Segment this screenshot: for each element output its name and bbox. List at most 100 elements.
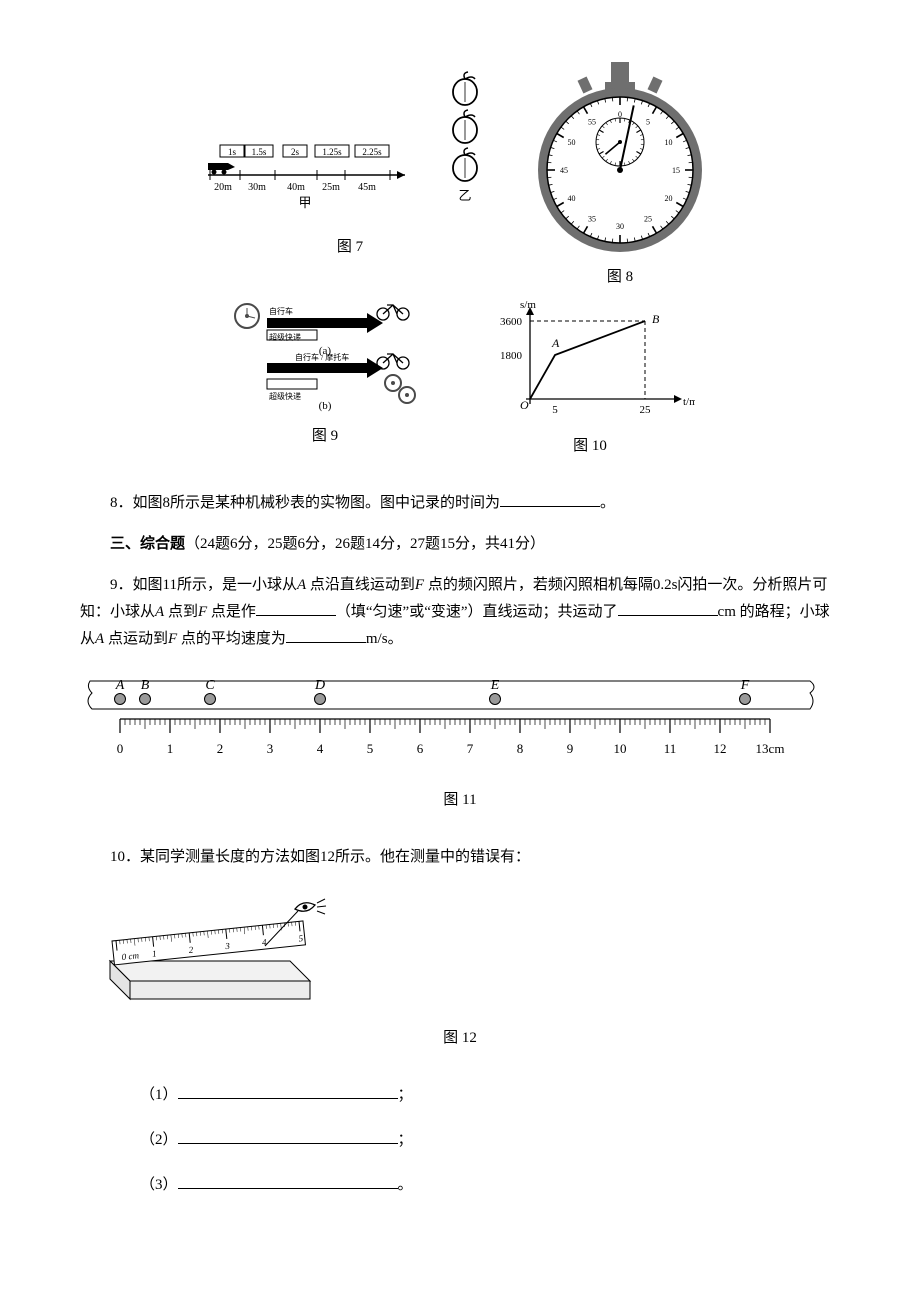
- q9-A1: A: [297, 577, 306, 593]
- question-9: 9．如图11所示，是一小球从A 点沿直线运动到F 点的频闪照片，若频闪照相机每隔…: [80, 572, 840, 653]
- fig7-d5: 45m: [358, 182, 376, 193]
- fig7-left-label: 甲: [298, 195, 311, 210]
- q9-A2: A: [155, 604, 164, 620]
- figure-8: 0510152025303540455055 图 8: [525, 60, 715, 291]
- fig7-d2: 30m: [248, 182, 266, 193]
- fig7-d3: 40m: [287, 182, 305, 193]
- fig10-y2: 3600: [500, 316, 523, 328]
- fig7-d4: 25m: [322, 182, 340, 193]
- q9-m4: 点是作: [207, 604, 256, 620]
- fig9-a-right: 自行车: [269, 306, 293, 316]
- q9-unit2: m/s。: [366, 631, 403, 647]
- section-3-header: 三、综合题（24题6分，25题6分，26题14分，27题15分，共41分）: [80, 531, 840, 558]
- q8-blank[interactable]: [500, 506, 600, 507]
- svg-text:2: 2: [217, 741, 224, 756]
- answer-num-3: （3）: [140, 1177, 178, 1193]
- svg-text:11: 11: [664, 741, 677, 756]
- svg-text:13cm: 13cm: [756, 741, 785, 756]
- figure-row-2: 自行车 超级快递 (a) 自行车 / 摩托车 超级快递: [80, 299, 840, 460]
- svg-text:10: 10: [614, 741, 627, 756]
- svg-text:30: 30: [616, 222, 624, 231]
- svg-text:15: 15: [672, 166, 680, 175]
- fig10-x2: 25: [640, 404, 652, 416]
- q9-m6: 点的平均速度为: [177, 631, 286, 647]
- answer-blank-2[interactable]: [178, 1143, 398, 1144]
- svg-text:C: C: [205, 678, 215, 693]
- svg-text:1: 1: [167, 741, 174, 756]
- svg-text:0: 0: [117, 741, 124, 756]
- fig12-svg: 12345 0 cm: [80, 891, 340, 1021]
- section-3-paren: （24题6分，25题6分，26题14分，27题15分，共41分）: [185, 536, 545, 552]
- svg-text:50: 50: [568, 138, 576, 147]
- q9-blank-1[interactable]: [256, 615, 336, 616]
- answer-num-1: （1）: [140, 1087, 178, 1103]
- q10-text: 10．某同学测量长度的方法如图12所示。他在测量中的错误有：: [110, 849, 530, 865]
- fig10-caption: 图 10: [485, 433, 695, 460]
- fig7-caption: 图 7: [205, 234, 495, 261]
- svg-text:7: 7: [467, 741, 474, 756]
- q9-F1: F: [415, 577, 424, 593]
- svg-text:45: 45: [560, 166, 568, 175]
- q9-blank-2[interactable]: [618, 615, 718, 616]
- figure-11: ABCDEF 012345678910111213cm 图 11: [80, 673, 840, 814]
- svg-text:F: F: [740, 678, 750, 693]
- fig9-b-right: 自行车 / 摩托车: [295, 352, 349, 362]
- answer-blank-1[interactable]: [178, 1098, 398, 1099]
- q9-blank-3[interactable]: [286, 642, 366, 643]
- fig12-zero: 0 cm: [121, 950, 140, 962]
- svg-text:25: 25: [644, 214, 652, 223]
- fig12-caption: 图 12: [80, 1025, 840, 1052]
- fig10-xlabel: t/min: [683, 396, 695, 408]
- q8-text-after: 。: [600, 495, 615, 511]
- svg-text:E: E: [490, 678, 500, 693]
- fig11-caption: 图 11: [80, 787, 840, 814]
- answer-tail-3: 。: [398, 1177, 413, 1193]
- fig10-B: B: [652, 312, 660, 326]
- q9-prefix: 9．如图11所示，是一小球从: [110, 577, 297, 593]
- answer-tail-1: ；: [398, 1087, 413, 1103]
- svg-text:55: 55: [588, 118, 596, 127]
- answer-item-1: （1） ；: [140, 1082, 840, 1109]
- q9-m3: 点到: [164, 604, 198, 620]
- fig11-svg: ABCDEF 012345678910111213cm: [80, 673, 820, 783]
- svg-text:12: 12: [714, 741, 727, 756]
- fig9-b-sub: (b): [319, 400, 332, 412]
- svg-text:5: 5: [646, 118, 650, 127]
- question-8: 8．如图8所示是某种机械秒表的实物图。图中记录的时间为 。: [80, 490, 840, 517]
- fig9-svg: 自行车 超级快递 (a) 自行车 / 摩托车 超级快递: [225, 299, 425, 419]
- svg-text:20: 20: [664, 194, 672, 203]
- svg-text:4: 4: [317, 741, 324, 756]
- fig7-t5: 2.25s: [362, 147, 382, 157]
- q9-m1: 点沿直线运动到: [306, 577, 415, 593]
- answer-item-3: （3） 。: [140, 1172, 840, 1199]
- answer-item-2: （2） ；: [140, 1127, 840, 1154]
- figure-7: 1s 1.5s 2s 1.25s 2.25s: [205, 60, 495, 291]
- q9-F2: F: [198, 604, 207, 620]
- fig8-caption: 图 8: [525, 264, 715, 291]
- fig9-caption: 图 9: [225, 423, 425, 450]
- fig7-d1: 20m: [214, 182, 232, 193]
- svg-text:9: 9: [567, 741, 574, 756]
- svg-text:3: 3: [267, 741, 274, 756]
- q9-hint1: （填“匀速”或“变速”）直线运动；共运动了: [336, 604, 618, 620]
- fig10-origin: O: [520, 398, 529, 412]
- section-3-title: 三、综合题: [110, 536, 185, 552]
- fig7-right-label: 乙: [458, 188, 471, 203]
- svg-text:40: 40: [568, 194, 576, 203]
- q9-F3: F: [168, 631, 177, 647]
- q8-text-before: 8．如图8所示是某种机械秒表的实物图。图中记录的时间为: [110, 495, 500, 511]
- svg-text:5: 5: [367, 741, 374, 756]
- answer-num-2: （2）: [140, 1132, 178, 1148]
- fig10-svg: 1800 3600 s/m 5 25 t/min O A B: [485, 299, 695, 429]
- svg-text:D: D: [314, 678, 325, 693]
- answer-blank-3[interactable]: [178, 1188, 398, 1189]
- fig8-svg: 0510152025303540455055: [525, 60, 715, 260]
- figure-10: 1800 3600 s/m 5 25 t/min O A B 图 10: [485, 299, 695, 460]
- answer-tail-2: ；: [398, 1132, 413, 1148]
- svg-text:B: B: [141, 678, 150, 693]
- fig7-t1: 1s: [228, 147, 237, 157]
- fig7-svg: 1s 1.5s 2s 1.25s 2.25s: [205, 60, 495, 230]
- fig10-A: A: [551, 336, 560, 350]
- q9-m5: 点运动到: [104, 631, 168, 647]
- fig10-y1: 1800: [500, 350, 523, 362]
